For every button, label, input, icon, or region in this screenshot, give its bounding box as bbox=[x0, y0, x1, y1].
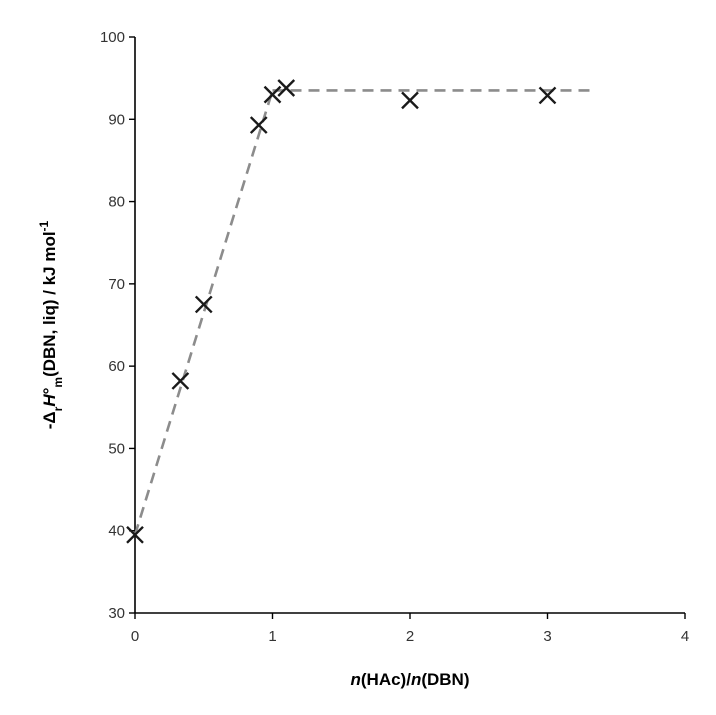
data-point bbox=[263, 85, 282, 104]
trend-line bbox=[133, 90, 274, 536]
y-tick-label: 40 bbox=[108, 523, 125, 540]
y-axis-title: -ΔrH°m(DBN, liq) / kJ mol-1 bbox=[37, 220, 65, 429]
data-point bbox=[249, 116, 268, 134]
x-tick-label: 3 bbox=[543, 628, 551, 645]
data-point bbox=[126, 525, 144, 544]
data-markers bbox=[126, 79, 557, 544]
data-point bbox=[194, 295, 213, 314]
data-point bbox=[171, 372, 190, 390]
x-tick-label: 2 bbox=[406, 628, 414, 645]
x-axis-title: n(HAc)/n(DBN) bbox=[351, 670, 470, 689]
y-tick-label: 100 bbox=[100, 29, 125, 46]
x-tick-label: 1 bbox=[268, 628, 276, 645]
y-tick-label: 30 bbox=[108, 605, 125, 622]
y-tick-label: 50 bbox=[108, 440, 125, 457]
data-point bbox=[277, 79, 296, 97]
data-point bbox=[538, 86, 557, 105]
y-tick-label: 80 bbox=[108, 194, 125, 211]
y-tick-label: 70 bbox=[108, 276, 125, 293]
axes: 30 40 50 60 70 80 90 100 0 1 2 3 4 bbox=[100, 29, 689, 645]
x-tick-label: 0 bbox=[131, 628, 139, 645]
y-tick-label: 60 bbox=[108, 358, 125, 375]
fit-lines bbox=[133, 89, 596, 536]
y-tick-label: 90 bbox=[108, 111, 125, 128]
axis-titles: n(HAc)/n(DBN) -ΔrH°m(DBN, liq) / kJ mol-1 bbox=[37, 220, 470, 689]
data-point bbox=[401, 91, 419, 110]
x-tick-label: 4 bbox=[681, 628, 689, 645]
